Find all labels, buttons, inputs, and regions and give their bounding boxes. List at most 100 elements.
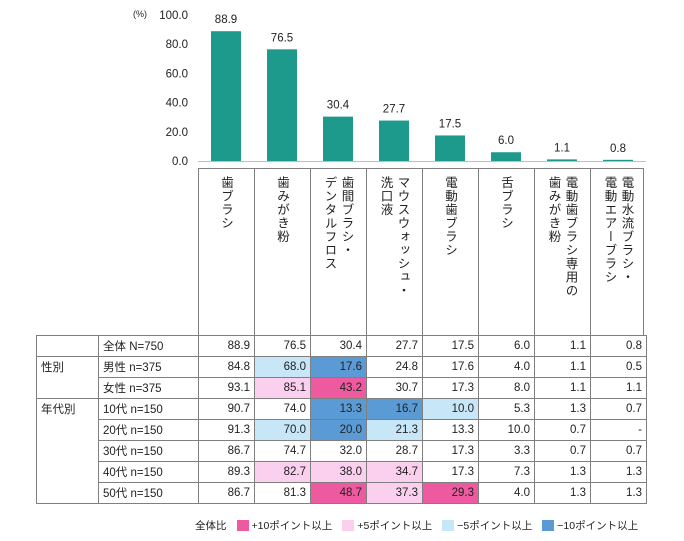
legend-prefix: 全体比 [195, 520, 227, 532]
category-label: 舌ブラシ [499, 176, 513, 230]
value-cell: 17.5 [422, 335, 479, 357]
legend-label: +5ポイント以上 [357, 520, 433, 532]
row-label: 30代 n=150 [98, 440, 199, 462]
value-cell: 28.7 [366, 440, 423, 462]
category-header-box [198, 168, 644, 335]
value-cell: 5.3 [478, 398, 535, 420]
category-label: マウスウォッシュ・ [395, 176, 410, 298]
category-header-cell: 歯間ブラシ・ デンタルフロス [310, 176, 366, 271]
value-cell: 1.3 [534, 461, 591, 483]
bar-value-label: 17.5 [439, 118, 461, 130]
row-label: 男性 n=375 [98, 356, 199, 378]
header-divider [534, 168, 535, 335]
y-tick-label: 60.0 [166, 68, 188, 80]
value-cell: 1.1 [590, 377, 647, 399]
value-cell: 29.3 [422, 482, 479, 504]
value-cell: 88.9 [198, 335, 255, 357]
value-cell: 1.1 [534, 356, 591, 378]
y-tick-label: 100.0 [159, 10, 188, 22]
value-cell: 17.6 [422, 356, 479, 378]
legend-swatch [442, 520, 455, 531]
group-cell [36, 377, 99, 399]
value-cell: 13.3 [422, 419, 479, 441]
category-label-line2: 電動エアーブラシ [602, 176, 617, 284]
value-cell: 38.0 [310, 461, 367, 483]
bar-value-label: 27.7 [383, 104, 405, 116]
y-unit-label: (%) [133, 9, 147, 19]
legend: 全体比 +10ポイント以上 +5ポイント以上 −5ポイント以上 −10ポイント以上 [195, 518, 638, 533]
y-tick-label: 80.0 [166, 39, 188, 51]
value-cell: 0.7 [590, 440, 647, 462]
value-cell: 48.7 [310, 482, 367, 504]
row-label: 50代 n=150 [98, 482, 199, 504]
group-cell: 性別 [36, 356, 99, 378]
value-cell: 91.3 [198, 419, 255, 441]
value-cell: 1.1 [534, 335, 591, 357]
value-cell: 74.0 [254, 398, 311, 420]
bar [323, 116, 353, 161]
table-row: 女性 n=375 93.1 85.1 43.2 30.7 17.3 8.0 1.1 1.1 [36, 377, 647, 399]
bar [379, 120, 409, 161]
value-cell: 30.7 [366, 377, 423, 399]
category-header-cell: 歯みがき粉 [254, 176, 310, 244]
category-header-cell: 電動水流ブラシ・ 電動エアーブラシ [590, 176, 646, 284]
group-cell [36, 482, 99, 504]
value-cell: 0.7 [534, 440, 591, 462]
row-label: 全体 N=750 [98, 335, 199, 357]
header-divider [590, 168, 591, 335]
category-header-cell: マウスウォッシュ・ 洗口液 [366, 176, 422, 298]
group-cell [36, 461, 99, 483]
value-cell: 1.3 [590, 482, 647, 504]
value-cell: 17.3 [422, 440, 479, 462]
value-cell: 16.7 [366, 398, 423, 420]
row-label: 10代 n=150 [98, 398, 199, 420]
value-cell: 43.2 [310, 377, 367, 399]
legend-label: +10ポイント以上 [251, 520, 333, 532]
value-cell: 8.0 [478, 377, 535, 399]
value-cell: 3.3 [478, 440, 535, 462]
category-label: 歯間ブラシ・ [339, 176, 354, 257]
header-divider [198, 168, 199, 335]
legend-swatch [542, 520, 555, 531]
category-label: 電動歯ブラシ [443, 176, 457, 257]
table-row: 年代別 10代 n=150 90.7 74.0 13.3 16.7 10.0 5.3 1.3 0.… [36, 398, 647, 420]
value-cell: 4.0 [478, 482, 535, 504]
header-divider [254, 168, 255, 335]
bar [435, 135, 465, 161]
crosstab-table: 全体 N=750 88.9 76.5 30.4 27.7 17.5 6.0 1.1 0.8 性別男… [36, 335, 647, 504]
group-cell [36, 335, 99, 357]
category-label-line2: 洗口液 [378, 176, 393, 217]
value-cell: 1.3 [534, 482, 591, 504]
value-cell: 6.0 [478, 335, 535, 357]
value-cell: 13.3 [310, 398, 367, 420]
value-cell: 93.1 [198, 377, 255, 399]
bar [547, 159, 577, 161]
header-divider [366, 168, 367, 335]
header-divider [310, 168, 311, 335]
bar-value-label: 88.9 [215, 14, 237, 26]
value-cell: 17.3 [422, 377, 479, 399]
legend-swatch [236, 520, 249, 531]
value-cell: 0.7 [590, 398, 647, 420]
category-header-cell: 電動歯ブラシ専用の 歯みがき粉 [534, 176, 590, 298]
value-cell: 30.4 [310, 335, 367, 357]
category-label: 歯ブラシ [219, 176, 233, 230]
value-cell: 24.8 [366, 356, 423, 378]
legend-label: −10ポイント以上 [557, 520, 639, 532]
bar [267, 49, 297, 162]
group-cell [36, 440, 99, 462]
value-cell: 89.3 [198, 461, 255, 483]
value-cell: 1.1 [534, 377, 591, 399]
table-row: 性別 男性 n=375 84.8 68.0 17.6 24.8 17.6 4.0 1.1 0.5 [36, 356, 647, 378]
value-cell: 4.0 [478, 356, 535, 378]
category-header-cell: 歯ブラシ [198, 176, 254, 230]
value-cell: 17.3 [422, 461, 479, 483]
value-cell: 85.1 [254, 377, 311, 399]
header-divider [422, 168, 423, 335]
row-label: 20代 n=150 [98, 419, 199, 441]
value-cell: 37.3 [366, 482, 423, 504]
value-cell: 0.8 [590, 335, 647, 357]
value-cell: 0.5 [590, 356, 647, 378]
category-label: 電動水流ブラシ・ [619, 176, 634, 284]
row-label: 40代 n=150 [98, 461, 199, 483]
